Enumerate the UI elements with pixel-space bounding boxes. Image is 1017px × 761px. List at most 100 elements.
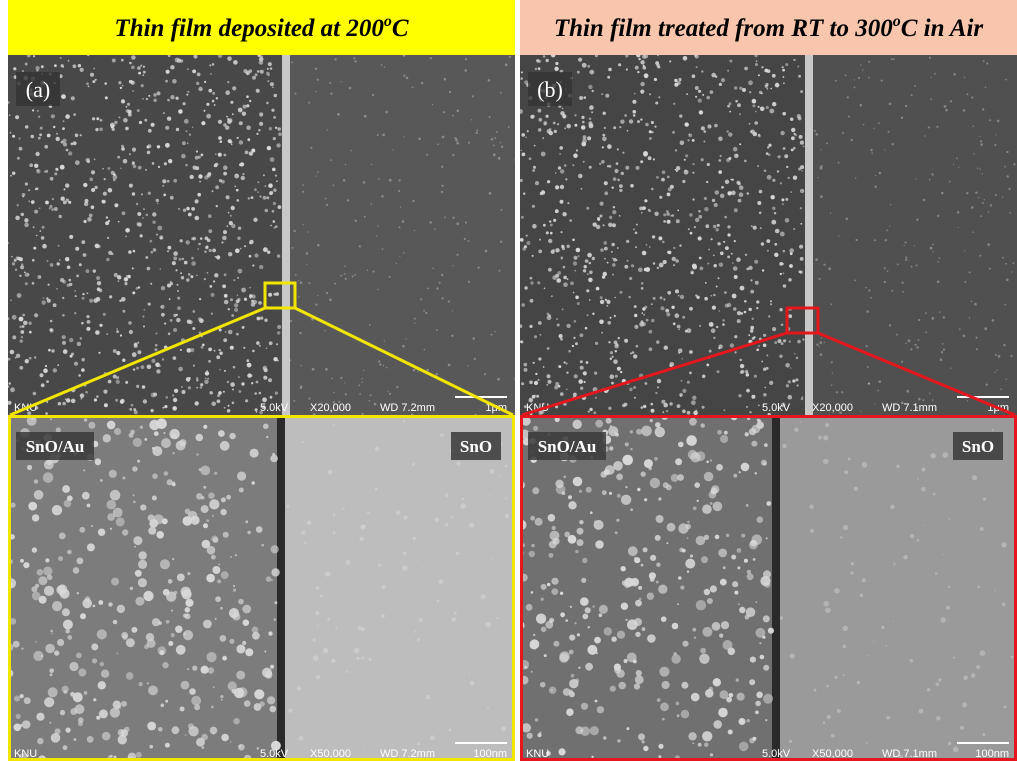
particle <box>159 235 163 239</box>
particle <box>89 299 93 303</box>
particle <box>497 378 500 381</box>
particle <box>790 367 792 369</box>
particle <box>728 157 731 160</box>
particle <box>1013 163 1015 165</box>
particle <box>1006 279 1009 282</box>
particle <box>417 638 420 641</box>
particle <box>51 633 53 635</box>
particle <box>22 314 25 317</box>
particle <box>254 392 257 395</box>
particle <box>699 257 702 260</box>
particle <box>718 159 721 162</box>
particle <box>180 59 183 62</box>
particle <box>936 126 938 128</box>
particle <box>276 343 278 345</box>
particle <box>68 151 72 155</box>
particle <box>641 212 643 214</box>
particle <box>115 399 118 402</box>
particle <box>866 345 868 347</box>
particle <box>143 208 145 210</box>
particle <box>269 341 273 345</box>
particle <box>718 277 720 279</box>
particle <box>752 337 755 340</box>
particle <box>688 732 696 740</box>
particle <box>126 106 128 108</box>
particle <box>609 492 612 495</box>
particle <box>300 387 302 389</box>
particle <box>783 147 786 150</box>
particle <box>690 270 694 274</box>
particle <box>165 743 170 748</box>
particle <box>578 174 583 179</box>
particle <box>172 483 176 487</box>
particle <box>858 77 860 79</box>
particle <box>129 184 133 188</box>
particle <box>46 297 48 299</box>
particle <box>270 157 275 162</box>
particle <box>860 594 863 597</box>
particle <box>498 157 501 160</box>
particle <box>553 641 559 647</box>
particle <box>919 709 924 714</box>
particle <box>77 342 81 346</box>
particle <box>148 303 151 306</box>
particle <box>227 81 229 83</box>
particle <box>489 116 491 118</box>
particle <box>128 321 132 325</box>
particle <box>706 96 710 100</box>
particle <box>755 111 757 113</box>
particle <box>14 695 20 701</box>
particle <box>831 384 833 386</box>
particle <box>214 472 217 475</box>
particle <box>548 553 553 558</box>
particle <box>137 109 140 112</box>
particle <box>636 224 638 226</box>
particle <box>756 692 763 699</box>
particle <box>39 276 41 278</box>
particle <box>586 289 589 292</box>
particle <box>547 380 551 384</box>
particle <box>252 264 254 266</box>
particle <box>31 200 35 204</box>
particle <box>25 282 28 285</box>
particle <box>417 371 418 372</box>
particle <box>560 231 562 233</box>
particle <box>138 560 147 569</box>
particle <box>809 505 813 509</box>
particle <box>9 382 11 384</box>
particle <box>227 120 232 125</box>
particle <box>722 323 725 326</box>
particle <box>531 671 533 673</box>
particle <box>560 592 563 595</box>
panel: Thin film deposited at 200oC(a)KNU5.0kVX… <box>6 0 516 761</box>
particle <box>392 149 393 150</box>
particle <box>249 242 252 245</box>
particle <box>246 95 249 98</box>
particle <box>345 393 347 395</box>
particle <box>749 266 753 270</box>
particle <box>569 219 572 222</box>
particle <box>960 726 964 730</box>
particle <box>162 179 166 183</box>
particle <box>125 381 128 384</box>
particle <box>866 310 869 313</box>
particle <box>237 295 239 297</box>
particle <box>541 152 546 157</box>
particle <box>268 293 272 297</box>
particle <box>535 518 543 526</box>
particle <box>351 150 353 152</box>
particle <box>42 300 46 304</box>
particle <box>156 234 158 236</box>
particle <box>713 294 715 296</box>
particle <box>345 278 347 280</box>
particle <box>62 402 66 406</box>
particle <box>831 303 833 305</box>
particle <box>186 130 188 132</box>
particle <box>56 427 61 432</box>
particle <box>692 172 694 174</box>
particle <box>612 258 614 260</box>
particle <box>378 178 380 180</box>
particle <box>183 102 186 105</box>
particle <box>70 708 77 715</box>
particle <box>712 622 721 631</box>
